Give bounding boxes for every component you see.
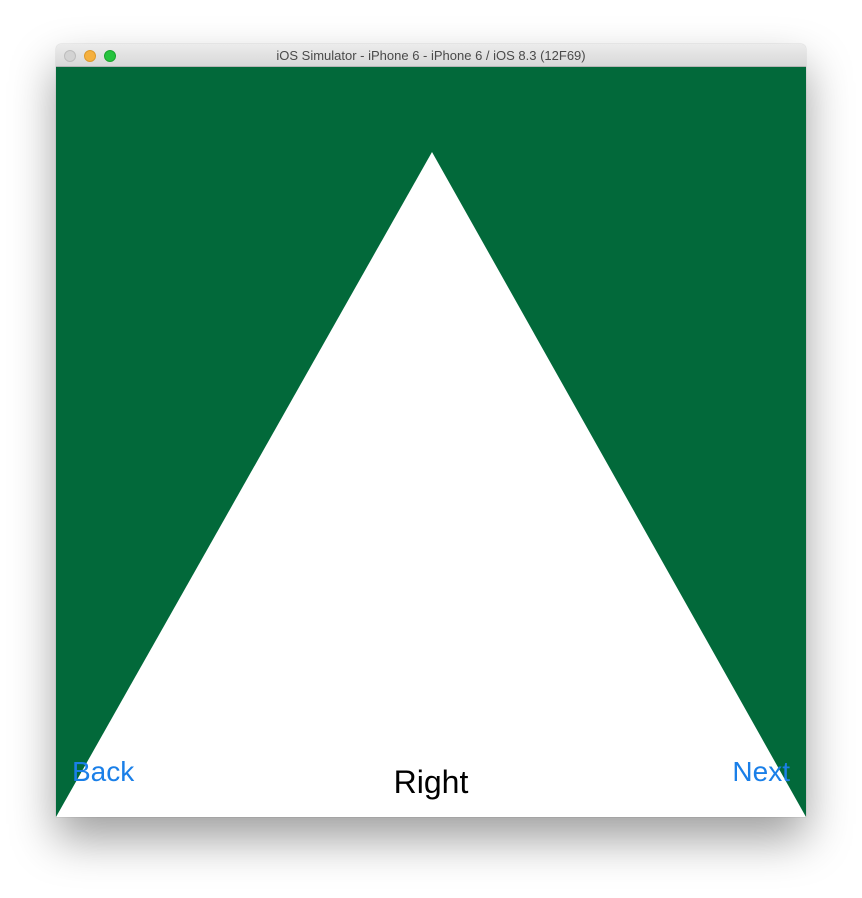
next-button[interactable]: Next	[732, 756, 790, 787]
zoom-window-button[interactable]	[104, 50, 116, 62]
title-bar[interactable]: iOS Simulator - iPhone 6 - iPhone 6 / iO…	[56, 44, 806, 67]
screen-title: Right	[393, 764, 469, 800]
back-button[interactable]: Back	[72, 756, 135, 787]
minimize-window-button[interactable]	[84, 50, 96, 62]
window-title: iOS Simulator - iPhone 6 - iPhone 6 / iO…	[276, 48, 586, 63]
close-window-button[interactable]	[64, 50, 76, 62]
triangle-graphic	[56, 67, 806, 817]
simulator-screen: Back Right Next	[56, 67, 806, 817]
simulator-window: iOS Simulator - iPhone 6 - iPhone 6 / iO…	[56, 44, 806, 817]
triangle-shape	[56, 152, 806, 817]
